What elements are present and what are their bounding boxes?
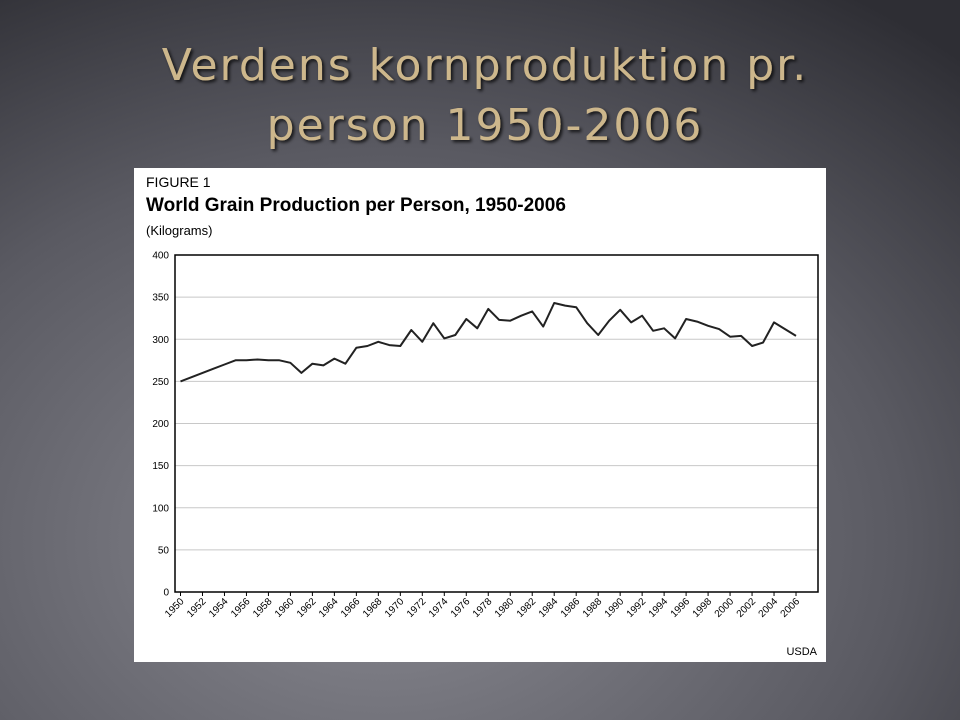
y-tick-label: 0 <box>163 588 169 599</box>
y-tick-label: 350 <box>152 293 169 304</box>
chart-panel <box>134 168 826 662</box>
source: USDA <box>786 646 817 658</box>
slide-title: person 1950-2006 <box>267 100 704 151</box>
y-tick-label: 200 <box>152 419 169 430</box>
figure-label: FIGURE 1 <box>146 174 211 190</box>
chart-title: World Grain Production per Person, 1950-… <box>146 195 566 216</box>
y-tick-label: 250 <box>152 377 169 388</box>
chart-subtitle: (Kilograms) <box>146 223 212 238</box>
slide-title: Verdens kornproduktion pr. <box>162 40 808 91</box>
y-tick-label: 300 <box>152 335 169 346</box>
y-tick-label: 400 <box>152 251 169 262</box>
y-tick-label: 150 <box>152 461 169 472</box>
y-tick-label: 50 <box>158 545 170 556</box>
plot-frame <box>174 254 819 593</box>
data-line <box>180 302 797 383</box>
y-tick-label: 100 <box>152 503 169 514</box>
